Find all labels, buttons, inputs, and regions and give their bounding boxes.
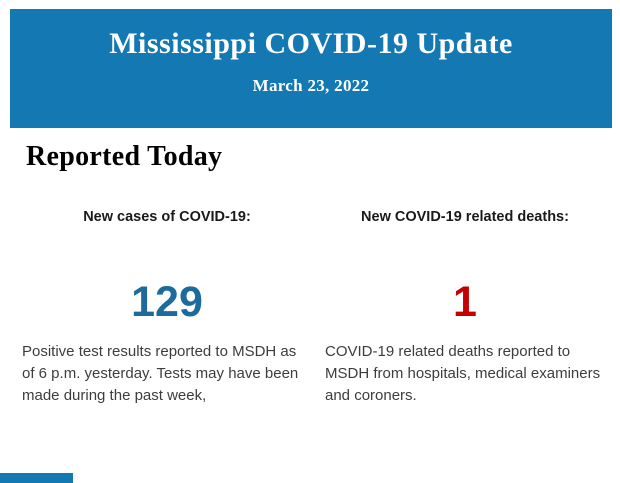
report-date: March 23, 2022 bbox=[252, 76, 370, 95]
new-cases-description: Positive test results reported to MSDH a… bbox=[22, 343, 299, 404]
header-banner: Mississippi COVID-19 Update March 23, 20… bbox=[10, 9, 612, 128]
stats-grid: New cases of COVID-19: New COVID-19 rela… bbox=[22, 208, 605, 407]
new-cases-label: New cases of COVID-19: bbox=[83, 209, 251, 225]
page-title: Mississippi COVID-19 Update bbox=[109, 27, 513, 60]
new-deaths-description: COVID-19 related deaths reported to MSDH… bbox=[325, 343, 601, 404]
footer-bar-partial bbox=[0, 473, 73, 483]
new-cases-count: 129 bbox=[131, 278, 203, 326]
section-heading-reported-today: Reported Today bbox=[26, 141, 223, 172]
new-deaths-label: New COVID-19 related deaths: bbox=[361, 209, 569, 225]
new-deaths-count: 1 bbox=[453, 278, 477, 326]
